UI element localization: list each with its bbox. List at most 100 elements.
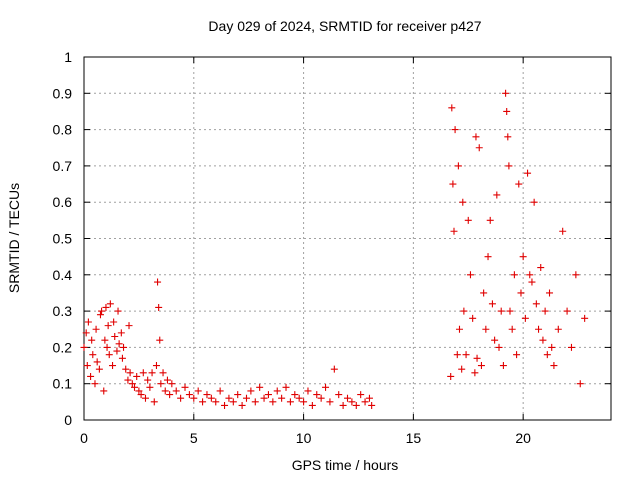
data-point (234, 391, 242, 399)
data-point (110, 318, 118, 326)
data-points (80, 89, 589, 409)
x-tick-label: 5 (190, 430, 198, 446)
data-point (572, 271, 580, 279)
data-point (357, 391, 365, 399)
data-point (317, 394, 325, 402)
data-point (535, 325, 543, 333)
data-point (181, 383, 189, 391)
data-point (212, 398, 220, 406)
data-point (475, 144, 483, 152)
y-tick-label: 0.6 (53, 194, 73, 210)
data-point (563, 307, 571, 315)
data-point (495, 343, 503, 351)
data-point (109, 362, 117, 370)
data-point (451, 126, 459, 134)
data-point (519, 253, 527, 261)
data-point (295, 394, 303, 402)
data-point (225, 394, 233, 402)
data-point (524, 169, 532, 177)
data-point (469, 314, 477, 322)
y-tick-label: 0.2 (53, 339, 73, 355)
data-point (100, 387, 108, 395)
data-point (229, 398, 237, 406)
x-axis-label: GPS time / hours (292, 457, 399, 473)
axis-ticks (83, 56, 611, 421)
data-point (517, 289, 525, 297)
data-point (486, 216, 494, 224)
data-point (532, 300, 540, 308)
x-tick-label: 20 (515, 430, 531, 446)
data-point (473, 354, 481, 362)
data-point (216, 387, 224, 395)
data-point (448, 104, 456, 112)
data-point (242, 394, 250, 402)
data-point (313, 391, 321, 399)
data-point (581, 314, 589, 322)
data-point (117, 329, 125, 337)
data-point (503, 107, 511, 115)
data-point (251, 398, 259, 406)
data-point (567, 343, 575, 351)
data-point (125, 322, 133, 330)
data-point (156, 336, 164, 344)
data-point (264, 391, 272, 399)
chart-title: Day 029 of 2024, SRMTID for receiver p42… (208, 18, 481, 34)
data-point (238, 401, 246, 409)
data-point (103, 343, 111, 351)
data-point (491, 336, 499, 344)
y-tick-label: 0.7 (53, 158, 73, 174)
data-point (488, 300, 496, 308)
data-point (154, 278, 162, 286)
data-point (111, 333, 119, 341)
data-point (139, 369, 147, 377)
data-point (477, 362, 485, 370)
data-point (493, 191, 501, 199)
data-point (115, 340, 123, 348)
data-point (537, 264, 545, 272)
grid-lines (84, 57, 611, 420)
data-point (150, 398, 158, 406)
data-point (114, 307, 122, 315)
data-point (344, 394, 351, 402)
data-point (550, 362, 558, 370)
x-tick-label: 15 (406, 430, 422, 446)
y-tick-label: 0.3 (53, 303, 73, 319)
data-point (131, 383, 139, 391)
data-point (510, 271, 518, 279)
data-point (504, 133, 512, 141)
data-point (159, 369, 167, 377)
data-point (528, 278, 536, 286)
data-point (135, 387, 143, 395)
data-point (105, 351, 113, 359)
data-point (472, 133, 480, 141)
data-point (576, 380, 584, 388)
data-point (122, 365, 130, 373)
data-point (450, 227, 458, 235)
data-point (194, 387, 202, 395)
data-point (339, 401, 347, 409)
data-point (91, 380, 99, 388)
data-point (124, 376, 132, 384)
data-point (499, 362, 507, 370)
y-axis-label: SRMTID / TECUs (6, 183, 22, 293)
x-tick-label: 10 (296, 430, 312, 446)
data-point (559, 227, 567, 235)
data-point (256, 383, 264, 391)
data-point (95, 365, 103, 373)
data-point (177, 394, 185, 402)
data-point (106, 300, 114, 308)
data-point (300, 398, 308, 406)
data-point (530, 198, 538, 206)
data-point (521, 314, 529, 322)
data-point (526, 271, 534, 279)
data-point (247, 387, 255, 395)
data-point (203, 391, 211, 399)
data-point (157, 380, 165, 388)
data-point (458, 365, 466, 373)
data-point (190, 394, 198, 402)
data-point (168, 380, 176, 388)
data-point (543, 351, 551, 359)
data-point (104, 322, 112, 330)
data-point (513, 351, 521, 359)
